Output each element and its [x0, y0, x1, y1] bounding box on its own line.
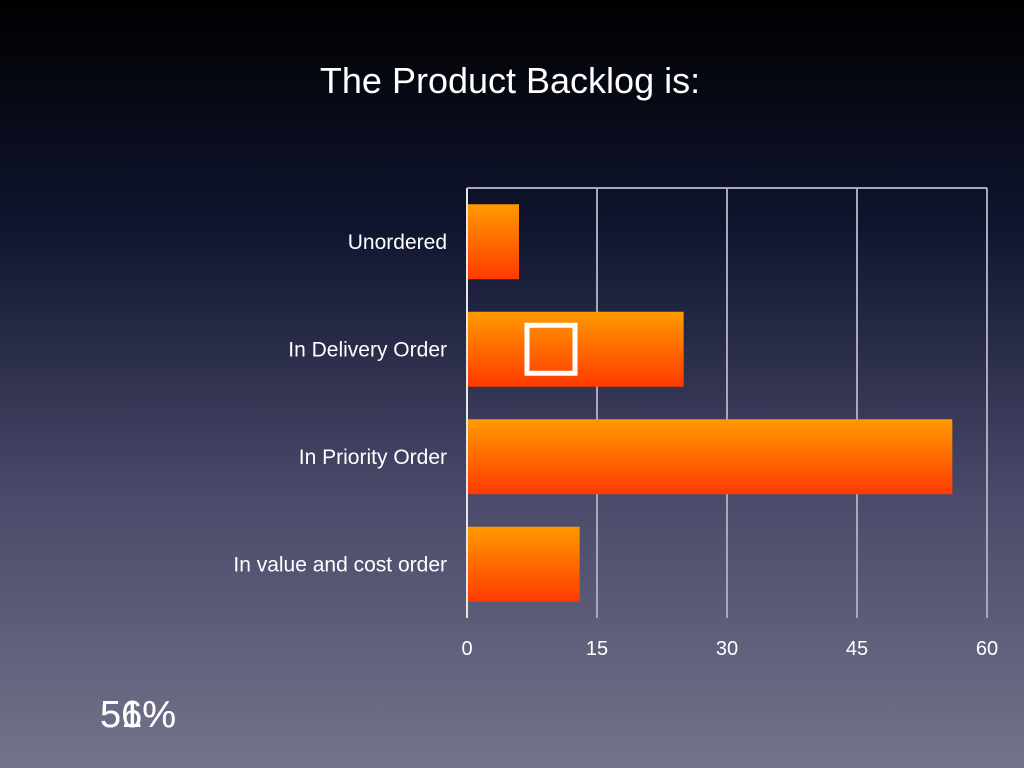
category-label-0: Unordered: [348, 231, 447, 254]
bar-in-value-and-cost-order: [468, 526, 580, 602]
highlight-markers: [524, 322, 578, 376]
x-tick-15: 15: [586, 638, 608, 660]
x-tick-60: 60: [976, 638, 998, 660]
x-tick-30: 30: [716, 638, 738, 660]
x-tick-labels: 0 15 30 45 60: [461, 638, 998, 660]
chart-title: The Product Backlog is:: [319, 60, 701, 101]
x-tick-45: 45: [846, 638, 868, 660]
highlight-marker-box: [524, 322, 578, 376]
bars: [468, 204, 953, 602]
grid-lines: [466, 187, 988, 618]
category-label-3: In value and cost order: [233, 553, 447, 576]
x-tick-0: 0: [461, 638, 472, 660]
percent-label-1: 56%: [100, 694, 177, 736]
category-labels: Unordered In Delivery Order In Priority Or…: [233, 231, 447, 577]
category-label-2: In Priority Order: [299, 446, 447, 469]
bar-unordered: [468, 204, 519, 280]
bar-in-priority-order: [468, 419, 953, 495]
category-label-1: In Delivery Order: [288, 338, 447, 361]
percent-label-2: 51%: [100, 694, 177, 736]
